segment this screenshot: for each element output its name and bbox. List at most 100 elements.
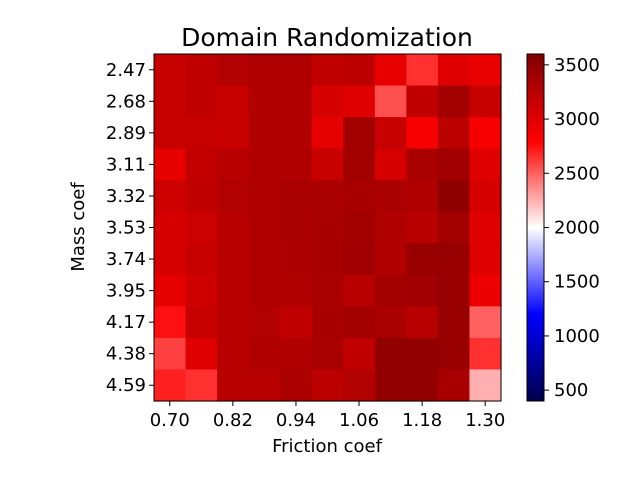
- heatmap-cell: [248, 117, 281, 150]
- heatmap-cell: [185, 274, 218, 307]
- heatmap-cell: [154, 180, 187, 213]
- heatmap-cell: [154, 306, 187, 339]
- heatmap-cell: [280, 117, 313, 150]
- heatmap-cell: [280, 85, 313, 118]
- x-tick-label: 0.94: [276, 410, 316, 431]
- heatmap-cell: [437, 274, 471, 307]
- heatmap-cell: [374, 85, 407, 118]
- heatmap-cell: [469, 180, 502, 213]
- y-tick-label: 2.68: [106, 91, 146, 112]
- heatmap-cell: [311, 337, 344, 371]
- y-axis-ticks: 2.47 2.68 2.89 3.11 3.32 3.53 3.74 3.95 4.17 4.38…: [106, 60, 154, 396]
- heatmap-cell: [374, 369, 407, 402]
- heatmap-cell: [374, 243, 407, 276]
- heatmap-cell: [343, 243, 376, 276]
- heatmap-cell: [280, 180, 313, 213]
- heatmap-cell: [469, 148, 502, 181]
- heatmap-cell: [406, 211, 439, 244]
- heatmap-cell: [437, 337, 471, 371]
- y-tick-label: 4.38: [106, 344, 146, 365]
- heatmap-cell: [406, 337, 439, 371]
- heatmap-cell: [469, 85, 502, 118]
- heatmap-cell: [406, 243, 439, 276]
- y-tick-label: 4.59: [106, 375, 146, 396]
- heatmap-cell: [154, 337, 187, 371]
- heatmap-cell: [469, 54, 502, 87]
- heatmap-cell: [374, 117, 407, 150]
- heatmap-cell: [469, 369, 502, 402]
- chart-title: Domain Randomization: [181, 23, 473, 52]
- heatmap-cell: [248, 243, 281, 276]
- heatmap-cell: [374, 54, 407, 87]
- heatmap-cell: [154, 54, 187, 87]
- heatmap-cell: [311, 85, 344, 118]
- heatmap-cell: [406, 274, 439, 307]
- y-tick-label: 4.17: [106, 312, 146, 333]
- heatmap-cell: [248, 306, 281, 339]
- colorbar: [526, 53, 545, 402]
- heatmap-cell: [248, 337, 281, 371]
- heatmap-cell: [185, 85, 218, 118]
- heatmap-cell: [437, 243, 471, 276]
- colorbar-ticks: 500 1000 1500 2000 2500 3000 3500: [544, 55, 600, 401]
- heatmap-cell: [217, 306, 250, 339]
- heatmap-cell: [311, 180, 344, 213]
- heatmap-cell: [374, 337, 407, 371]
- heatmap-cell: [311, 274, 344, 307]
- heatmap-cell: [185, 54, 218, 87]
- colorbar-tick-label: 500: [554, 380, 588, 401]
- heatmap-cell: [217, 180, 250, 213]
- heatmap-cell: [280, 243, 313, 276]
- heatmap-cell: [469, 274, 502, 307]
- heatmap-cell: [437, 148, 471, 181]
- y-tick-label: 2.47: [106, 60, 146, 81]
- heatmap-cell: [185, 180, 218, 213]
- x-tick-label: 0.70: [150, 410, 190, 431]
- heatmap-cell: [154, 148, 187, 181]
- heatmap-cell: [311, 243, 344, 276]
- heatmap-cell: [343, 274, 376, 307]
- heatmap-cell: [343, 211, 376, 244]
- colorbar-tick-label: 1500: [554, 272, 600, 293]
- heatmap-cell: [217, 54, 250, 87]
- heatmap-cell: [374, 306, 407, 339]
- heatmap-cell: [280, 337, 313, 371]
- x-tick-label: 1.06: [339, 410, 379, 431]
- heatmap-cell: [343, 117, 376, 150]
- heatmap-cell: [154, 211, 187, 244]
- heatmap-cell: [469, 117, 502, 150]
- heatmap-cell: [217, 243, 250, 276]
- heatmap-cell: [311, 117, 344, 150]
- colorbar-tick-label: 1000: [554, 326, 600, 347]
- heatmap-cell: [437, 306, 471, 339]
- heatmap-cell: [374, 211, 407, 244]
- heatmap-cell: [185, 148, 218, 181]
- heatmap-cell: [343, 85, 376, 118]
- heatmap-cell: [154, 85, 187, 118]
- heatmap-cell: [406, 306, 439, 339]
- heatmap-cell: [280, 54, 313, 87]
- heatmap-cell: [343, 369, 376, 402]
- heatmap-cell: [437, 117, 471, 150]
- heatmap-cell: [154, 243, 187, 276]
- heatmap-cell: [311, 211, 344, 244]
- heatmap-cell: [154, 117, 187, 150]
- y-tick-label: 3.74: [106, 249, 146, 270]
- heatmap-cell: [217, 337, 250, 371]
- heatmap-cell: [248, 369, 281, 402]
- heatmap-cell: [248, 211, 281, 244]
- x-tick-label: 1.30: [465, 410, 505, 431]
- heatmap-cell: [343, 337, 376, 371]
- y-axis-label: Mass coef: [68, 182, 89, 272]
- heatmap-cell: [248, 274, 281, 307]
- heatmap-cell: [217, 369, 250, 402]
- heatmap-cell: [217, 148, 250, 181]
- y-tick-label: 2.89: [106, 123, 146, 144]
- heatmap-cell: [154, 274, 187, 307]
- y-tick-label: 3.95: [106, 281, 146, 302]
- heatmap-cell: [248, 148, 281, 181]
- heatmap-cell: [185, 243, 218, 276]
- heatmap-cell: [406, 117, 439, 150]
- heatmap-cell: [469, 243, 502, 276]
